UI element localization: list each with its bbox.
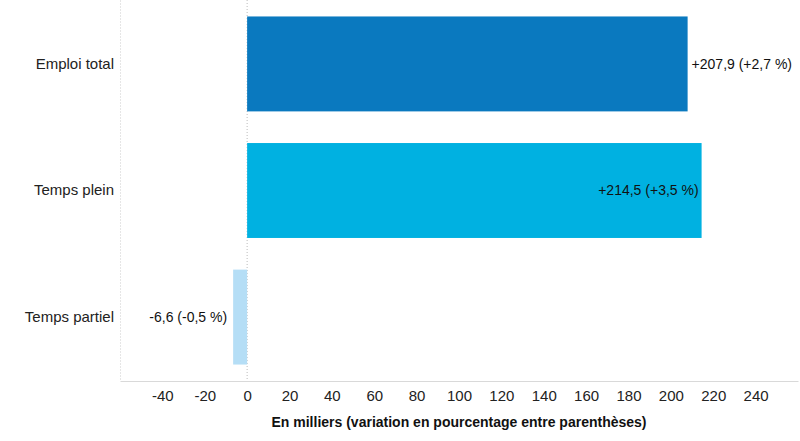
x-tick: 160 (574, 381, 599, 404)
x-tick: 180 (616, 381, 641, 404)
bars (233, 16, 701, 364)
x-tick: 200 (659, 381, 684, 404)
y-tick: Temps partiel (25, 308, 120, 325)
x-tick-label: 100 (447, 387, 472, 404)
x-tick-label: 80 (409, 387, 426, 404)
x-tick: 120 (489, 381, 514, 404)
x-tick: 220 (701, 381, 726, 404)
x-tick: 20 (282, 381, 299, 404)
x-tick-label: 160 (574, 387, 599, 404)
x-tick-label: 180 (616, 387, 641, 404)
x-tick-label: 20 (282, 387, 299, 404)
x-tick-label: 120 (489, 387, 514, 404)
y-tick: Temps plein (34, 181, 120, 198)
x-tick-label: 200 (659, 387, 684, 404)
x-tick-label: 220 (701, 387, 726, 404)
bar (247, 16, 687, 111)
x-tick-label: 140 (532, 387, 557, 404)
category-label: Temps partiel (25, 308, 114, 325)
y-axis: Emploi total Temps plein Temps partiel (25, 1, 121, 382)
plot: -40 -20 0 20 40 60 80 100 120 140 160 180 200 220 240 E… (25, 0, 799, 404)
x-tick: 40 (324, 381, 341, 404)
x-tick-label: 40 (324, 387, 341, 404)
x-tick: 60 (366, 381, 383, 404)
data-label: +207,9 (+2,7 %) (692, 56, 792, 72)
x-tick: 240 (744, 381, 769, 404)
y-axis-line (120, 1, 121, 382)
chart: -40 -20 0 20 40 60 80 100 120 140 160 180 200 220 240 E… (0, 0, 800, 441)
x-tick: -20 (194, 381, 216, 404)
x-tick: 140 (532, 381, 557, 404)
data-label: -6,6 (-0,5 %) (149, 309, 227, 325)
x-tick: 80 (409, 381, 426, 404)
x-tick-label: 0 (243, 387, 251, 404)
x-tick-label: -20 (194, 387, 216, 404)
bar (247, 143, 701, 238)
bar (233, 270, 247, 365)
x-tick: -40 (152, 381, 174, 404)
data-label: +214,5 (+3,5 %) (598, 182, 698, 198)
x-tick-label: -40 (152, 387, 174, 404)
x-tick: 0 (243, 381, 251, 404)
x-axis-line (121, 381, 799, 382)
x-tick-label: 240 (744, 387, 769, 404)
x-tick: 100 (447, 381, 472, 404)
category-label: Emploi total (36, 55, 114, 72)
x-axis-title: En milliers (variation en pourcentage en… (272, 414, 647, 430)
x-axis: -40 -20 0 20 40 60 80 100 120 140 160 180 200 220 240 (121, 381, 799, 404)
x-tick-label: 60 (366, 387, 383, 404)
y-tick: Emploi total (36, 55, 120, 72)
data-labels: +207,9 (+2,7 %) +214,5 (+3,5 %) -6,6 (-0,5… (149, 56, 792, 325)
category-label: Temps plein (34, 181, 114, 198)
